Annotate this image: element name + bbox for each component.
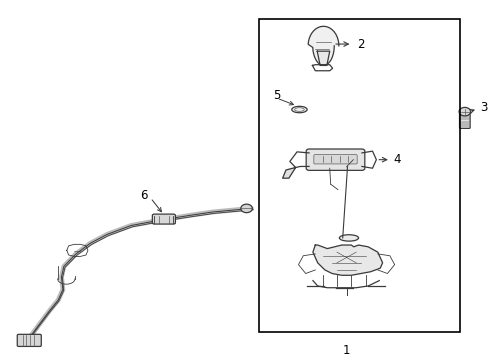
Text: 4: 4 <box>392 153 400 166</box>
FancyBboxPatch shape <box>17 334 41 346</box>
Circle shape <box>458 107 469 116</box>
FancyBboxPatch shape <box>459 113 469 129</box>
FancyBboxPatch shape <box>305 149 364 170</box>
Polygon shape <box>312 245 382 275</box>
Text: 6: 6 <box>140 189 147 202</box>
Text: 2: 2 <box>356 37 364 50</box>
Ellipse shape <box>291 106 306 113</box>
Polygon shape <box>282 167 295 178</box>
Text: 1: 1 <box>342 344 349 357</box>
Polygon shape <box>317 51 329 66</box>
FancyBboxPatch shape <box>313 155 356 164</box>
Bar <box>258 19 460 332</box>
Ellipse shape <box>339 235 358 241</box>
Text: 5: 5 <box>273 89 280 102</box>
Circle shape <box>240 204 252 213</box>
Polygon shape <box>307 26 338 66</box>
FancyBboxPatch shape <box>152 214 175 224</box>
Text: 3: 3 <box>479 101 486 114</box>
